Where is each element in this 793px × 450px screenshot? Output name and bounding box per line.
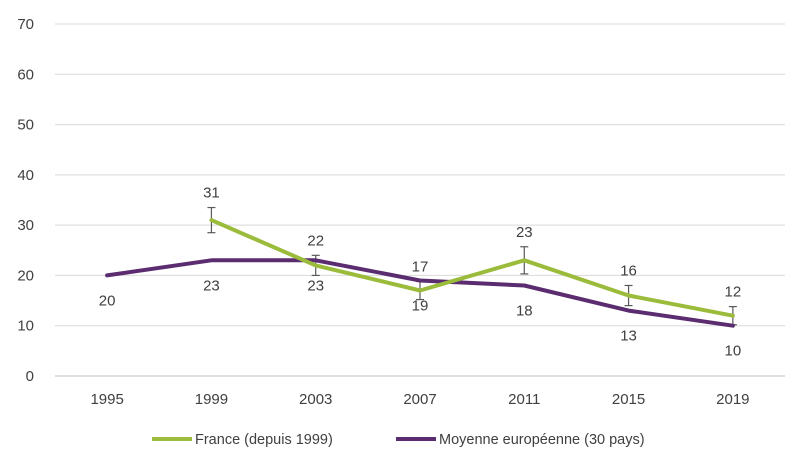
data-label-france: 17 xyxy=(412,258,429,275)
data-labels: 31 22 17 23 16 12 20 23 23 19 18 13 10 xyxy=(99,185,741,360)
x-tick-label: 2011 xyxy=(508,391,540,408)
data-label-europe: 18 xyxy=(516,302,533,319)
y-tick-label: 70 xyxy=(17,16,34,33)
data-label-france: 23 xyxy=(516,224,533,241)
legend-label-france: France (depuis 1999) xyxy=(195,432,333,448)
data-label-europe: 20 xyxy=(99,292,116,309)
y-tick-label: 0 xyxy=(26,368,34,385)
data-label-france: 31 xyxy=(203,185,220,202)
legend[interactable]: France (depuis 1999) Moyenne européenne (… xyxy=(152,432,645,448)
x-tick-label: 1999 xyxy=(195,391,228,408)
data-label-france: 22 xyxy=(307,232,324,249)
data-label-europe: 13 xyxy=(620,328,637,345)
y-tick-label: 10 xyxy=(17,318,34,335)
x-axis-ticks: 1995 1999 2003 2007 2011 2015 2019 xyxy=(90,391,749,408)
y-tick-label: 50 xyxy=(17,117,34,134)
x-tick-label: 2015 xyxy=(612,391,645,408)
x-tick-label: 2007 xyxy=(403,391,436,408)
x-tick-label: 2003 xyxy=(299,391,332,408)
x-tick-label: 2019 xyxy=(716,391,749,408)
y-axis-ticks: 0 10 20 30 40 50 60 70 xyxy=(17,16,34,385)
series-lines xyxy=(105,218,735,328)
data-label-france: 12 xyxy=(725,284,742,301)
data-label-europe: 10 xyxy=(725,343,742,360)
data-label-europe: 23 xyxy=(307,277,324,294)
series-line-france xyxy=(209,218,735,318)
y-tick-label: 40 xyxy=(17,167,34,184)
x-tick-label: 1995 xyxy=(90,391,123,408)
data-label-europe: 23 xyxy=(203,277,220,294)
data-label-france: 16 xyxy=(620,262,637,279)
data-label-europe: 19 xyxy=(412,297,429,314)
y-tick-label: 20 xyxy=(17,267,34,284)
y-tick-label: 60 xyxy=(17,66,34,83)
gridlines xyxy=(55,23,785,377)
series-line-europe xyxy=(105,258,735,328)
y-tick-label: 30 xyxy=(17,217,34,234)
legend-label-europe: Moyenne européenne (30 pays) xyxy=(439,432,645,448)
